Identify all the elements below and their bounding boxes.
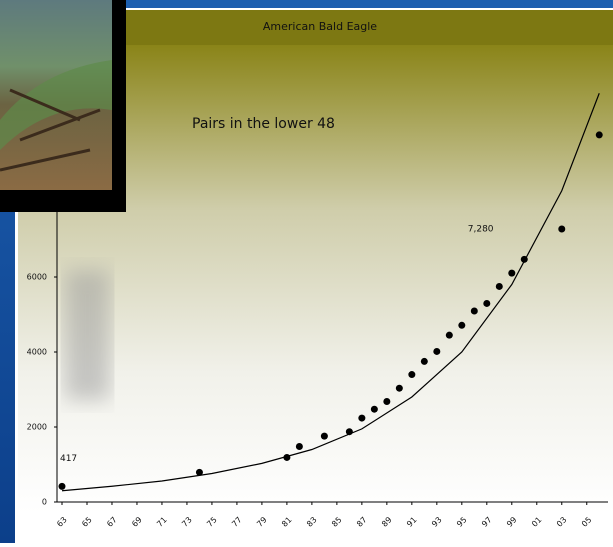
y-tick-label: 0 (42, 498, 47, 507)
data-point (295, 443, 303, 450)
data-point (458, 321, 466, 329)
data-point (320, 432, 328, 440)
y-tick-label: 6000 (27, 273, 47, 282)
data-point (433, 347, 441, 355)
data-point (558, 225, 566, 233)
data-point (283, 453, 291, 461)
annotation: Pairs in the lower 48 (192, 116, 335, 132)
data-point (383, 398, 391, 405)
data-label: 417 (60, 454, 77, 464)
data-point (483, 299, 491, 307)
data-point (445, 331, 453, 339)
data-point (408, 371, 416, 379)
data-point (395, 384, 403, 392)
shadow (65, 270, 110, 400)
data-point (195, 468, 203, 476)
data-point (420, 357, 428, 365)
y-tick-label: 2000 (27, 423, 47, 432)
chart-title: American Bald Eagle (263, 20, 377, 33)
data-label: 7,280 (468, 225, 494, 235)
data-point (58, 482, 66, 490)
data-point (370, 405, 378, 413)
photo-twigs (0, 88, 101, 172)
data-point (345, 428, 353, 436)
data-point (520, 255, 528, 263)
data-point (595, 131, 603, 139)
data-point (508, 269, 516, 277)
trend-line (61, 93, 600, 492)
data-point (495, 282, 503, 290)
y-tick-label: 4000 (27, 348, 47, 357)
data-point (470, 307, 478, 315)
photo-grass (0, 60, 112, 150)
data-point (358, 414, 366, 422)
